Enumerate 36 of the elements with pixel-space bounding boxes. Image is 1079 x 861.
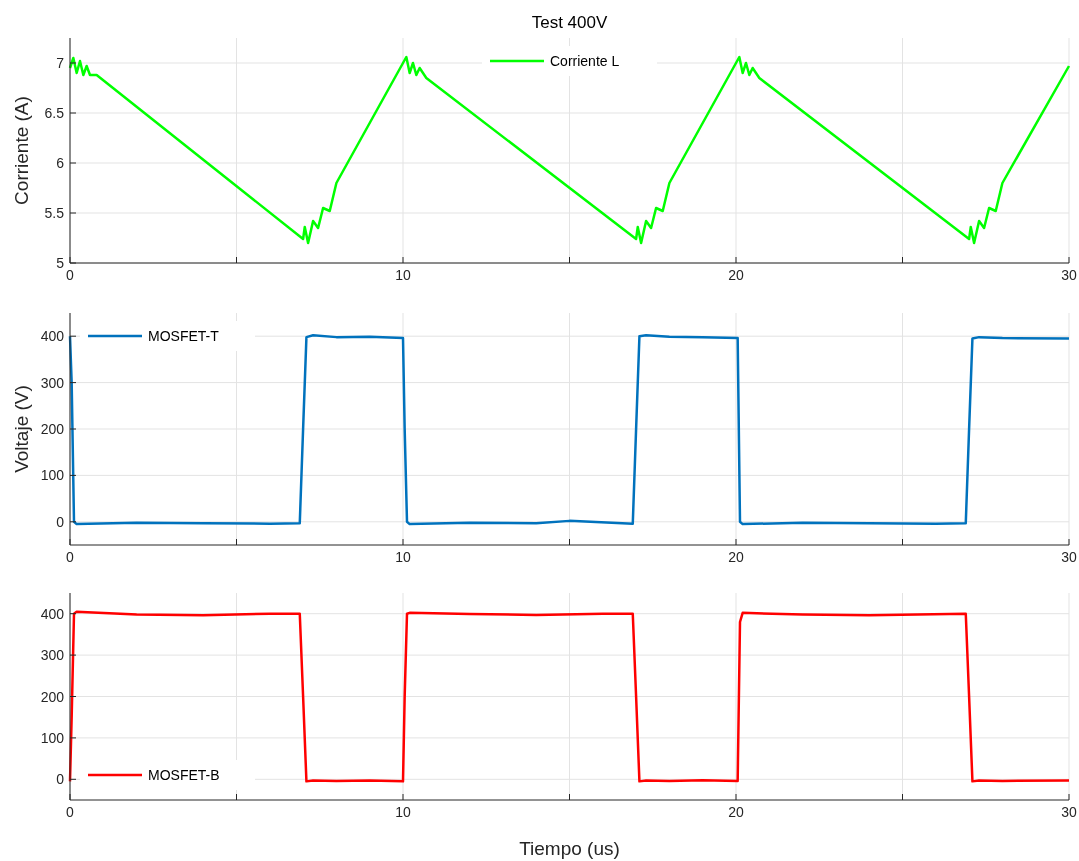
x-axis-title: Tiempo (us) — [519, 838, 620, 859]
y-tick-label: 0 — [56, 513, 65, 530]
y-tick-label: 5 — [56, 255, 65, 271]
legend-label: MOSFET-T — [148, 328, 220, 344]
x-tick-label: 0 — [66, 804, 75, 820]
line-series — [68, 610, 1071, 783]
x-tick-label: 10 — [395, 267, 411, 283]
y-tick-label: 7 — [56, 55, 65, 71]
x-tick-label: 30 — [1061, 267, 1077, 283]
y-tick-label: 6.5 — [44, 105, 65, 121]
y-tick-label: 400 — [40, 605, 65, 622]
y-tick-label: 100 — [40, 729, 65, 746]
y-tick-label: 100 — [40, 467, 65, 484]
y-tick-label: 300 — [40, 647, 65, 664]
y-tick-label: 200 — [40, 688, 65, 705]
x-tick-label: 30 — [1061, 804, 1077, 820]
y-axis-title: Corriente (A) — [11, 96, 32, 205]
y-tick-label: 6 — [56, 155, 65, 171]
y-axis-title: Voltaje (V) — [11, 385, 32, 473]
x-tick-label: 20 — [728, 804, 744, 820]
y-tick-label: 400 — [40, 328, 65, 345]
y-tick-label: 300 — [40, 374, 65, 391]
x-tick-label: 10 — [395, 804, 411, 820]
x-tick-label: 20 — [728, 267, 744, 283]
x-tick-label: 0 — [66, 267, 75, 283]
chart-title: Test 400V — [531, 13, 608, 32]
x-tick-label: 10 — [395, 549, 411, 565]
x-tick-label: 20 — [728, 549, 744, 565]
y-tick-label: 5.5 — [44, 205, 65, 221]
legend-label: MOSFET-B — [148, 767, 220, 783]
y-tick-label: 200 — [40, 421, 65, 437]
legend-label: Corriente L — [550, 53, 620, 69]
line-series — [68, 55, 1071, 245]
y-tick-label: 0 — [56, 771, 65, 788]
x-tick-label: 0 — [66, 549, 75, 565]
x-tick-label: 30 — [1061, 549, 1077, 565]
